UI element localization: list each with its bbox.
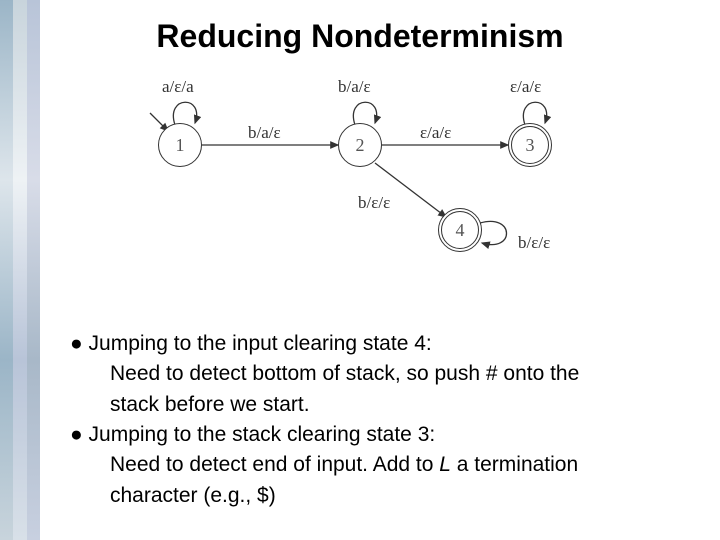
edge-label-loop2: b/a/ε — [338, 77, 371, 97]
bullet-2a: Need to detect end of input. Add to L a … — [70, 451, 670, 479]
edge-layer — [120, 85, 660, 285]
state-1-label: 1 — [176, 135, 185, 156]
edge-label-2to4: b/ε/ε — [358, 193, 390, 213]
bullet-2a-tail: a termination — [451, 453, 578, 476]
bullet-1a: Need to detect bottom of stack, so push … — [70, 360, 670, 388]
bullet-2b: character (e.g., $) — [70, 482, 670, 510]
bullet-1b: stack before we start. — [70, 391, 670, 419]
decorative-sidebar — [0, 0, 40, 540]
state-3-label: 3 — [526, 135, 535, 156]
state-2: 2 — [338, 123, 382, 167]
stripe-1 — [0, 0, 13, 540]
bullet-1: ● Jumping to the input clearing state 4: — [70, 330, 670, 358]
state-2-label: 2 — [356, 135, 365, 156]
stripe-3 — [27, 0, 40, 540]
page-title: Reducing Nondeterminism — [0, 18, 720, 55]
edge-label-loop3: ε/a/ε — [510, 77, 541, 97]
edge-label-1to2: b/a/ε — [248, 123, 281, 143]
bullet-2a-pre: Need to detect end of input. Add to — [110, 453, 439, 476]
state-1: 1 — [158, 123, 202, 167]
edge-label-loop1: a/ε/a — [162, 77, 194, 97]
bullet-2a-var: L — [439, 453, 451, 476]
bullet-2: ● Jumping to the stack clearing state 3: — [70, 421, 670, 449]
automaton-diagram: 1 2 3 4 a/ε/a b/a/ε b/a/ε ε/a/ε ε/a/ε b/… — [120, 85, 660, 285]
edge-label-loop4: b/ε/ε — [518, 233, 550, 253]
stripe-2 — [13, 0, 26, 540]
state-4-label: 4 — [456, 220, 465, 241]
bullet-list: ● Jumping to the input clearing state 4:… — [70, 330, 670, 512]
state-3: 3 — [508, 123, 552, 167]
state-4: 4 — [438, 208, 482, 252]
edge-label-2to3: ε/a/ε — [420, 123, 451, 143]
